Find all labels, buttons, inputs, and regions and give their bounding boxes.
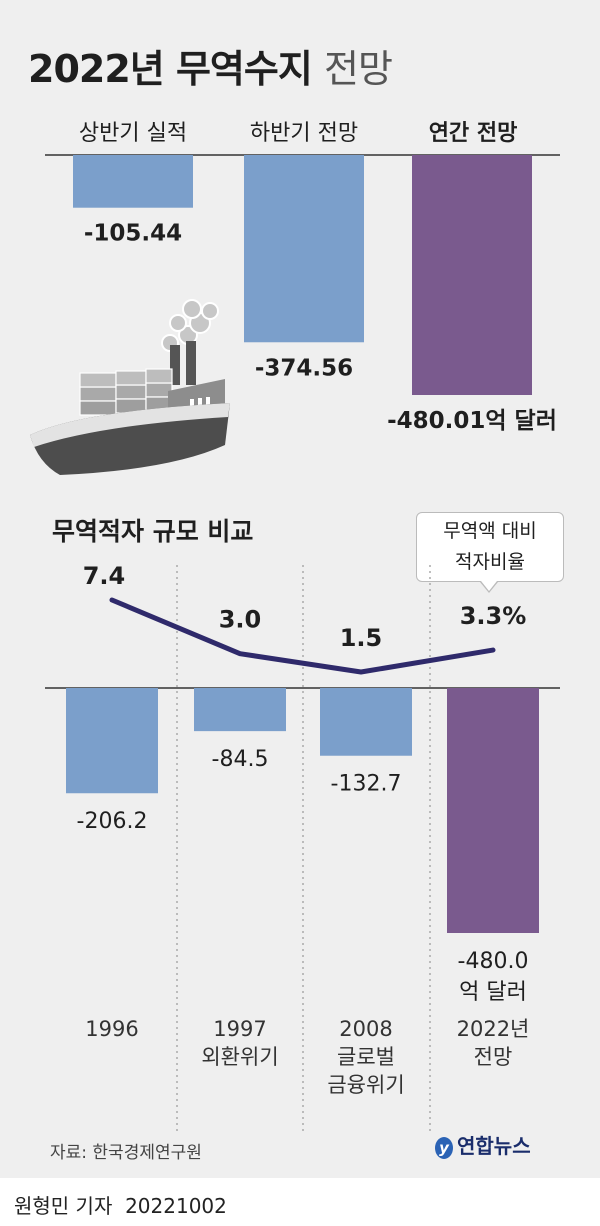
- line-value-label: 1.5: [340, 624, 383, 652]
- bar-value-unit: 억 달러: [459, 980, 527, 1005]
- bar-2022년 전망: [447, 688, 539, 933]
- line-value-label: 7.4: [83, 562, 126, 590]
- bar-1: [244, 155, 364, 343]
- comparison-chart: -206.2 1996 -84.5 1997 외환위기 -132.7 2008 글로벌금융위기…: [45, 562, 560, 1135]
- agency-logo: y 연합뉴스: [435, 1130, 531, 1159]
- bar-value-label: -480.01억 달러: [387, 408, 557, 434]
- category-label-h1: 상반기 실적: [78, 121, 188, 146]
- logo-mark: y: [435, 1137, 453, 1159]
- chart-title: 2022년 무역수지 전망: [28, 47, 393, 91]
- bar-value-label: -132.7: [331, 772, 402, 797]
- x-tick-label: 전망: [474, 1045, 513, 1069]
- x-tick-label: 금융위기: [327, 1073, 404, 1097]
- callout-line-1: 무역액 대비: [443, 520, 537, 542]
- category-label-annual: 연간 전망: [428, 121, 518, 146]
- bar-2008 글로벌 금융위기: [320, 688, 412, 756]
- callout-line-2: 적자비율: [455, 551, 525, 573]
- bar-1997 외환위기: [194, 688, 286, 732]
- bar-value-label: -374.56: [255, 355, 353, 381]
- category-label-h2: 하반기 전망: [249, 121, 359, 146]
- bar-2: [412, 155, 532, 395]
- x-tick-label: 2022년: [457, 1017, 530, 1041]
- footer: [0, 1178, 600, 1226]
- bar-value-label: -206.2: [77, 809, 148, 834]
- bar-value-label: -105.44: [84, 221, 182, 247]
- top-bar-chart: -105.44 -374.56 -480.01억 달러: [45, 154, 560, 434]
- ratio-line: [109, 597, 496, 675]
- x-tick-label: 외환위기: [201, 1045, 278, 1069]
- line-series-callout: 무역액 대비 적자비율: [416, 512, 564, 582]
- bar-value-label: -480.0: [458, 949, 529, 974]
- x-tick-label: 1996: [85, 1017, 138, 1041]
- comparison-title: 무역적자 규모 비교: [52, 517, 254, 546]
- x-tick-label: 2008: [339, 1017, 392, 1041]
- ship-illustration: [30, 299, 230, 475]
- byline-date: 20221002: [125, 1194, 227, 1218]
- callout-tail-inner: [481, 581, 497, 591]
- x-tick-label: 글로벌: [337, 1045, 395, 1069]
- bar-1996: [66, 688, 158, 794]
- bar-value-label: -84.5: [212, 747, 269, 772]
- byline-author: 원형민 기자: [14, 1194, 113, 1218]
- logo-text: 연합뉴스: [457, 1134, 531, 1158]
- byline: 원형민 기자 20221002: [14, 1190, 227, 1219]
- line-value-label: 3.3%: [460, 602, 527, 630]
- line-value-label: 3.0: [219, 606, 262, 634]
- source-note: 자료: 한국경제연구원: [50, 1143, 202, 1163]
- x-tick-label: 1997: [213, 1017, 266, 1041]
- bar-0: [73, 155, 193, 208]
